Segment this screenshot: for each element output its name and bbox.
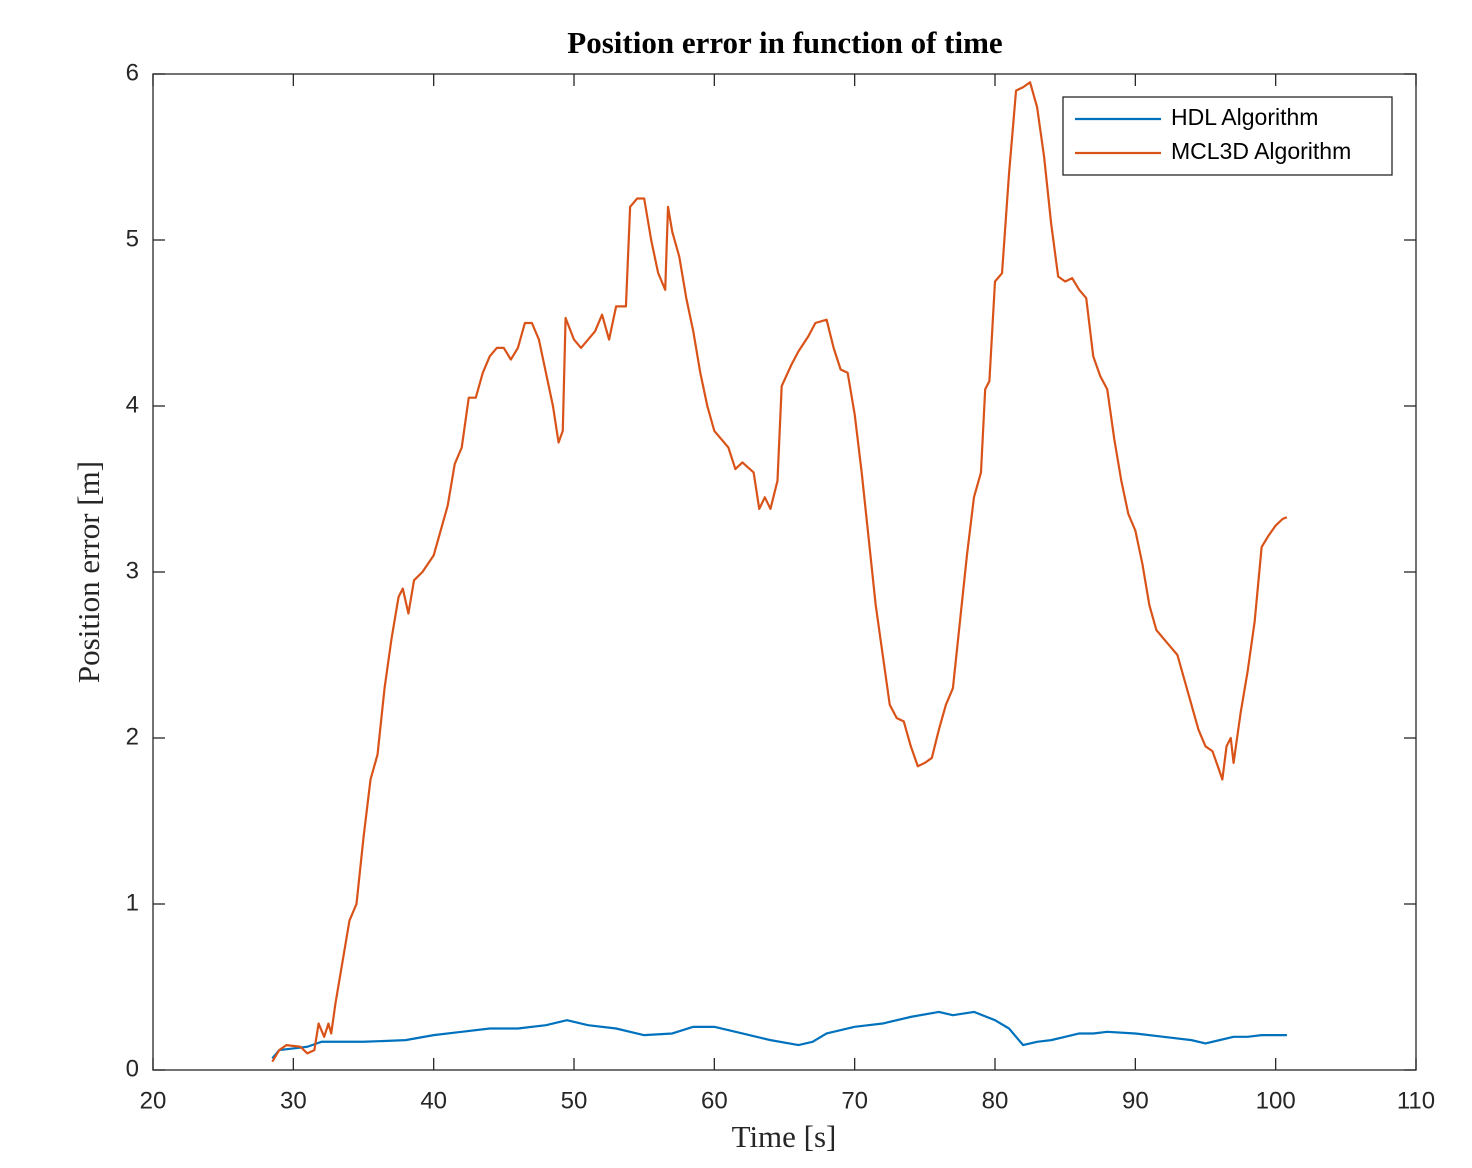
- x-tick-label: 30: [280, 1087, 307, 1114]
- chart-title: Position error in function of time: [567, 25, 1002, 60]
- x-tick-label: 70: [841, 1087, 868, 1114]
- legend: HDL Algorithm MCL3D Algorithm: [1062, 96, 1393, 176]
- x-tick-label: 90: [1122, 1087, 1149, 1114]
- data-line: [271, 81, 1288, 1063]
- legend-label: MCL3D Algorithm: [1171, 138, 1351, 164]
- legend-label: HDL Algorithm: [1171, 104, 1318, 130]
- y-tick-label: 4: [126, 391, 139, 418]
- y-axis-label: Position error [m]: [71, 461, 106, 683]
- x-tick-label: 20: [140, 1087, 167, 1114]
- y-tick-label: 6: [126, 59, 139, 86]
- x-tick-label: 60: [701, 1087, 728, 1114]
- y-tick-label: 1: [126, 889, 139, 916]
- x-tick-label: 40: [420, 1087, 447, 1114]
- x-tick-label: 100: [1256, 1087, 1296, 1114]
- legend-box: [1062, 96, 1393, 176]
- axes-box: [152, 73, 1417, 1071]
- data-line: [271, 1010, 1287, 1060]
- x-tick-label: 110: [1397, 1087, 1435, 1114]
- y-tick-label: 0: [126, 1055, 139, 1082]
- y-tick-label: 3: [126, 557, 139, 584]
- x-axis-label: Time [s]: [732, 1119, 837, 1154]
- x-tick-label: 50: [561, 1087, 588, 1114]
- y-tick-label: 5: [126, 225, 139, 252]
- y-tick-label: 2: [126, 723, 139, 750]
- x-tick-label: 80: [982, 1087, 1009, 1114]
